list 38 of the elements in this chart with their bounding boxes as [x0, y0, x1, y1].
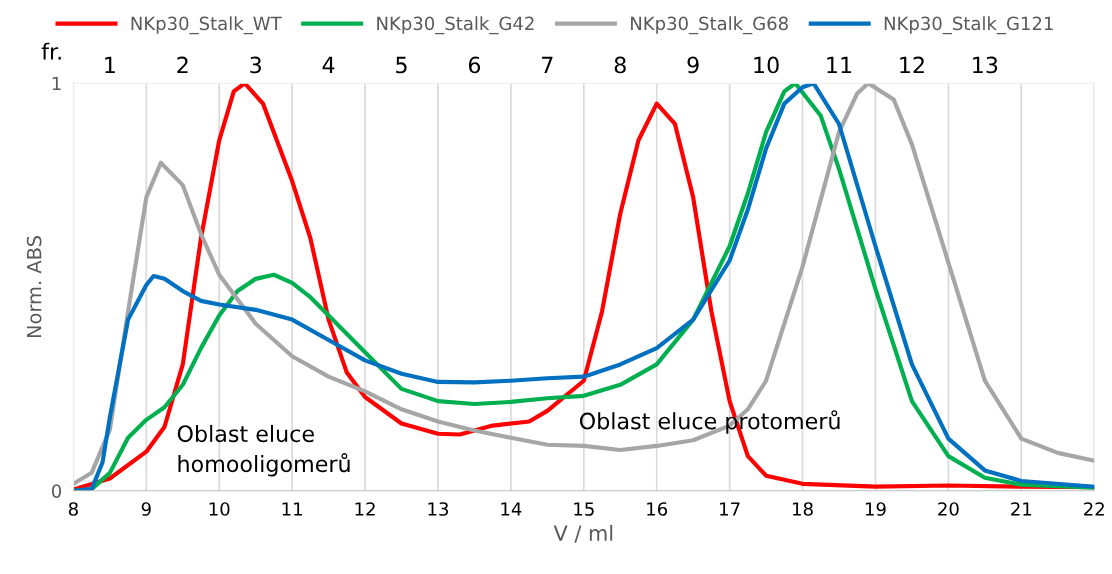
x2-tick-label: 10 — [754, 56, 779, 74]
y-tick-label: 0 — [51, 484, 62, 498]
annotation: Oblast eluce protomerů — [579, 410, 840, 434]
x2-tick-label: 6 — [468, 56, 481, 74]
x2-tick-label: 7 — [542, 56, 553, 74]
x-tick-label: 20 — [938, 502, 959, 516]
x-tick-label: 14 — [501, 502, 522, 516]
x-tick-label: 19 — [865, 502, 886, 516]
x2-tick-label: 2 — [177, 56, 188, 74]
x-tick-label: 8 — [68, 502, 78, 516]
x-tick-label: 11 — [282, 502, 302, 516]
x-tick-label: 13 — [428, 502, 449, 516]
legend-label: NKp30_Stalk_G121 — [884, 16, 1053, 35]
y-axis-title: Norm. ABS — [26, 236, 42, 338]
x2-tick-label: 11 — [827, 56, 852, 74]
x-tick-label: 16 — [647, 502, 668, 516]
x-tick-label: 22 — [1084, 502, 1104, 516]
legend-label: NKp30_Stalk_G42 — [377, 16, 534, 35]
x-tick-label: 21 — [1011, 502, 1032, 516]
x-tick-label: 17 — [720, 502, 740, 516]
x-tick-label: 18 — [793, 502, 813, 516]
x2-tick-label: 8 — [614, 56, 626, 74]
x2-tick-label: 9 — [687, 56, 699, 74]
x-tick-label: 15 — [574, 502, 594, 516]
x2-tick-label: 4 — [322, 56, 335, 74]
x-axis-title: V / ml — [553, 524, 613, 543]
x-tick-label: 10 — [209, 502, 230, 516]
x2-tick-label: 12 — [900, 56, 924, 74]
annotation: Oblast eluce homooligomerů — [177, 424, 350, 477]
x-tick-label: 12 — [355, 502, 375, 516]
x2-tick-label: 3 — [250, 56, 261, 74]
legend-label: NKp30_Stalk_WT — [131, 16, 282, 35]
x-tick-label: 9 — [141, 502, 151, 516]
x2-axis-title: fr. — [41, 42, 61, 60]
legend-label: NKp30_Stalk_G68 — [631, 16, 788, 35]
x2-tick-label: 1 — [105, 56, 115, 74]
x2-tick-label: 13 — [973, 56, 998, 74]
x2-tick-label: 5 — [396, 56, 407, 74]
